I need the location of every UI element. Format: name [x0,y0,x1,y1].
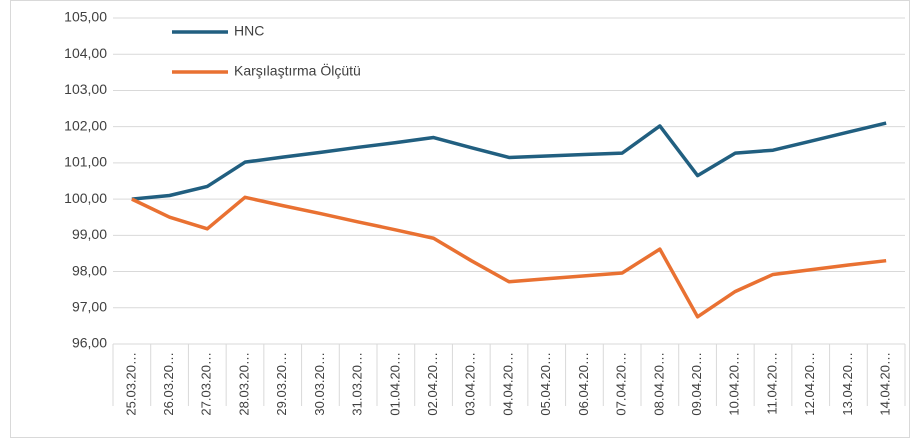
x-tick-label: 10.04.20… [727,352,742,416]
y-tick-label: 97,00 [72,298,107,314]
legend-label: HNC [234,23,264,39]
y-tick-label: 102,00 [64,117,107,133]
x-tick-label: 06.04.20… [576,352,591,416]
x-tick-label: 29.03.20… [274,352,289,416]
x-tick-label: 03.04.20… [463,352,478,416]
x-tick-label: 11.04.20… [764,352,779,415]
x-tick-label: 25.03.20… [123,352,138,416]
x-tick-label: 01.04.20… [387,352,402,416]
x-tick-label: 02.04.20… [425,352,440,416]
x-tick-label: 04.04.20… [500,352,515,416]
x-tick-label: 05.04.20… [538,352,553,416]
series-line [131,121,887,201]
x-tick-label: 12.04.20… [802,352,817,416]
y-tick-label: 103,00 [64,81,107,97]
x-tick-label: 28.03.20… [236,352,251,416]
x-tick-label: 30.03.20… [312,352,327,416]
series-line [131,195,887,319]
x-tick-label: 07.04.20… [614,352,629,416]
y-tick-label: 96,00 [72,335,107,351]
y-tick-label: 98,00 [72,262,107,278]
y-tick-label: 105,00 [64,9,107,25]
y-tick-label: 100,00 [64,190,107,206]
legend-label: Karşılaştırma Ölçütü [234,62,361,79]
x-tick-label: 09.04.20… [689,352,704,416]
x-tick-label: 08.04.20… [651,352,666,416]
x-tick-label: 26.03.20… [161,352,176,416]
y-tick-label: 101,00 [64,154,107,170]
y-tick-label: 104,00 [64,45,107,61]
x-tick-label: 14.04.20… [878,352,893,416]
x-tick-label: 27.03.20… [199,352,214,416]
x-tick-label: 13.04.20… [840,352,855,416]
y-tick-label: 99,00 [72,226,107,242]
x-tick-label: 31.03.20… [350,352,365,416]
chart-border [10,0,910,438]
